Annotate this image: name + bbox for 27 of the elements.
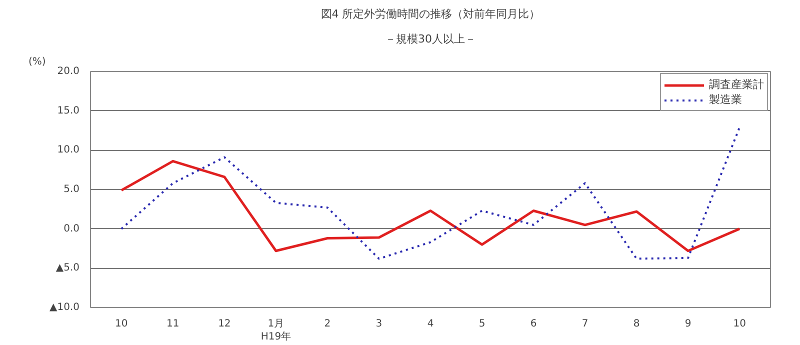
x-tick-label: 6 <box>530 318 537 330</box>
x-tick-label: 8 <box>633 318 640 330</box>
line-series <box>120 126 741 260</box>
y-tick-label: 10.0 <box>57 144 80 156</box>
x-tick-label: 1月 H19年 <box>260 318 292 343</box>
legend-label: 調査産業計 <box>709 77 764 92</box>
x-tick-label: 5 <box>478 318 486 330</box>
y-tick-label: 5.0 <box>64 184 80 195</box>
y-tick-label: 20.0 <box>57 66 80 77</box>
y-axis-title: (%) <box>28 56 46 68</box>
x-tick-label: 11 <box>166 318 180 330</box>
chart-subtitle: －規模30人以上－ <box>385 32 476 46</box>
x-tick-label: 3 <box>376 318 382 330</box>
y-tick-label: ▲5.0 <box>56 262 80 274</box>
x-tick-label: 10 <box>733 318 746 330</box>
x-tick-label: 4 <box>427 318 434 330</box>
x-tick-label: 2 <box>324 318 331 330</box>
x-tick-label: 7 <box>582 318 588 330</box>
x-tick-label: 9 <box>684 318 692 330</box>
y-tick-label: 15.0 <box>57 105 80 116</box>
x-tick-label: 12 <box>218 318 231 330</box>
y-tick-label: 0.0 <box>64 223 80 234</box>
y-tick-label: ▲10.0 <box>50 302 80 313</box>
x-tick-label: 10 <box>115 318 128 330</box>
line-series <box>120 160 741 252</box>
chart-title: 図4 所定外労働時間の推移（対前年同月比） <box>320 8 540 20</box>
legend-label: 製造業 <box>709 92 742 107</box>
